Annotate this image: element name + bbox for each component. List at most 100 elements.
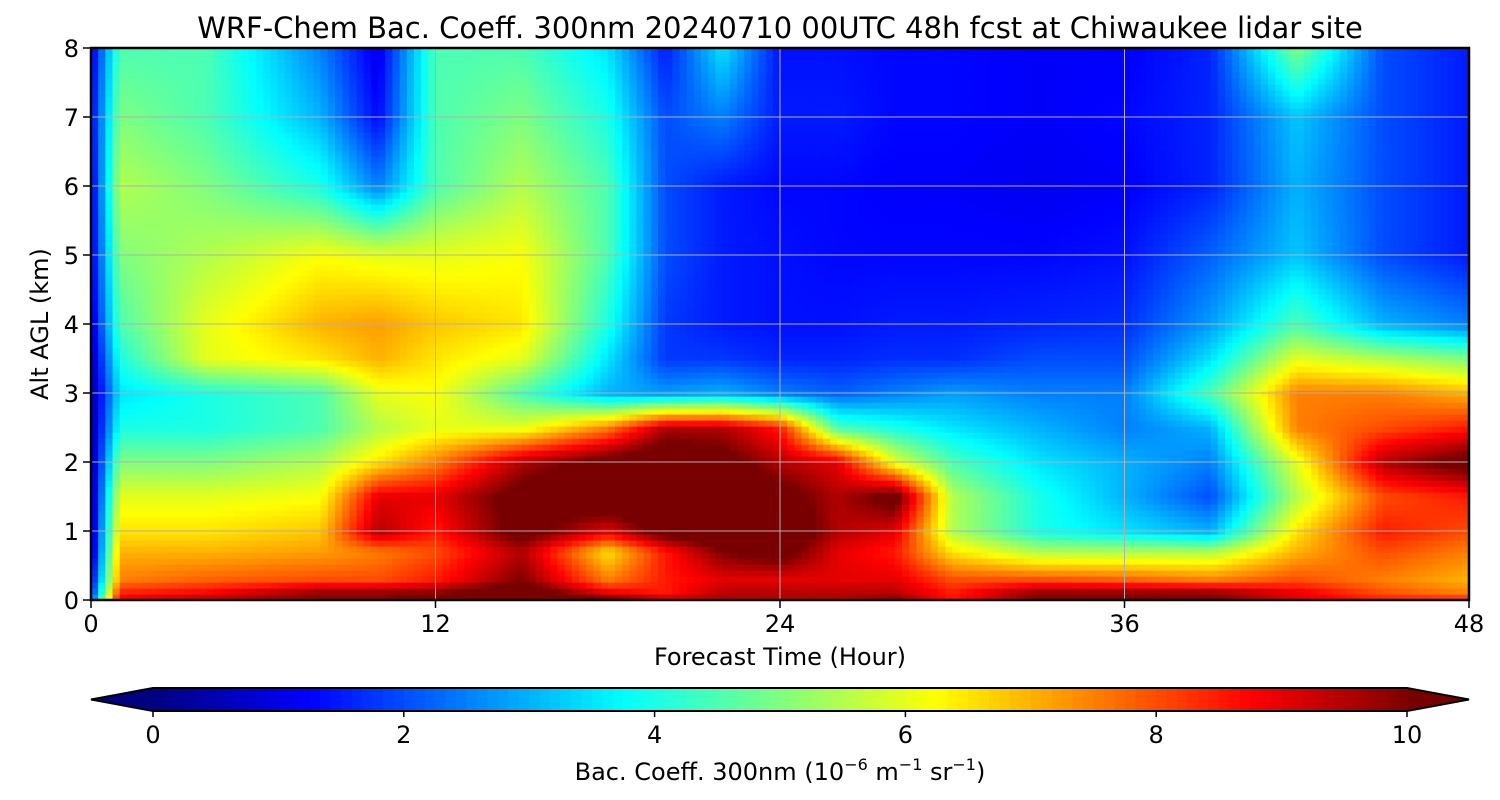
heatmap-cell [895, 540, 903, 547]
heatmap-cell [1110, 468, 1118, 475]
heatmap-cell [737, 534, 745, 541]
heatmap-cell [1074, 462, 1082, 469]
heatmap-cell [235, 582, 243, 589]
heatmap-cell [593, 486, 601, 493]
heatmap-cell [1297, 582, 1305, 589]
heatmap-cell [780, 492, 788, 499]
heatmap-cell [285, 564, 293, 571]
heatmap-cell [967, 552, 975, 559]
heatmap-cell [723, 468, 731, 475]
heatmap-cell [256, 468, 264, 475]
heatmap-cell [909, 474, 917, 481]
heatmap-cell [378, 522, 386, 529]
heatmap-cell [1325, 540, 1333, 547]
heatmap-cell [163, 564, 171, 571]
heatmap-cell [995, 546, 1003, 553]
heatmap-cell [766, 492, 774, 499]
heatmap-cell [823, 588, 831, 595]
heatmap-cell [931, 564, 939, 571]
heatmap-cell [1390, 576, 1398, 583]
heatmap-cell [959, 498, 967, 505]
heatmap-cell [938, 468, 946, 475]
heatmap-cell [464, 444, 472, 451]
heatmap-cell [830, 444, 838, 451]
heatmap-cell [263, 474, 271, 481]
heatmap-cell [292, 570, 300, 577]
heatmap-cell [780, 504, 788, 511]
heatmap-cell [902, 570, 910, 577]
heatmap-cell [708, 480, 716, 487]
heatmap-cell [177, 570, 185, 577]
heatmap-cell [715, 540, 723, 547]
heatmap-cell [249, 462, 257, 469]
heatmap-cell [1132, 546, 1140, 553]
heatmap-cell [1361, 570, 1369, 577]
heatmap-cell [902, 558, 910, 565]
heatmap-cell [1290, 492, 1298, 499]
heatmap-cell [1117, 486, 1125, 493]
heatmap-cell [1031, 522, 1039, 529]
heatmap-cell [1218, 534, 1226, 541]
heatmap-cell [529, 570, 537, 577]
heatmap-cell [371, 546, 379, 553]
heatmap-cell [249, 546, 257, 553]
heatmap-cell [1203, 480, 1211, 487]
heatmap-cell [644, 444, 652, 451]
heatmap-cell [665, 468, 673, 475]
heatmap-cell [1010, 522, 1018, 529]
heatmap-cell [737, 516, 745, 523]
heatmap-cell [629, 540, 637, 547]
heatmap-cell [823, 510, 831, 517]
heatmap-cell [751, 534, 759, 541]
heatmap-cell [1139, 492, 1147, 499]
heatmap-cell [1318, 552, 1326, 559]
heatmap-cell [1160, 444, 1168, 451]
heatmap-cell [1160, 504, 1168, 511]
heatmap-cell [1017, 576, 1025, 583]
heatmap-cell [852, 558, 860, 565]
heatmap-cell [443, 462, 451, 469]
heatmap-cell [1132, 468, 1140, 475]
heatmap-cell [802, 522, 810, 529]
heatmap-cell [809, 474, 817, 481]
heatmap-cell [206, 462, 214, 469]
heatmap-cell [249, 486, 257, 493]
heatmap-cell [880, 576, 888, 583]
heatmap-cell [436, 504, 444, 511]
heatmap-cell [1110, 534, 1118, 541]
heatmap-cell [1290, 510, 1298, 517]
heatmap-cell [278, 552, 286, 559]
heatmap-cell [113, 570, 121, 577]
heatmap-cell [1017, 558, 1025, 565]
heatmap-cell [938, 480, 946, 487]
heatmap-cell [134, 444, 142, 451]
heatmap-cell [1383, 540, 1391, 547]
heatmap-cell [507, 534, 515, 541]
heatmap-cell [148, 540, 156, 547]
heatmap-cell [701, 570, 709, 577]
heatmap-cell [1125, 468, 1133, 475]
heatmap-cell [1146, 516, 1154, 523]
heatmap-cell [988, 540, 996, 547]
heatmap-cell [952, 450, 960, 457]
heatmap-cell [1275, 480, 1283, 487]
heatmap-cell [1333, 582, 1341, 589]
heatmap-cell [629, 552, 637, 559]
heatmap-cell [98, 540, 106, 547]
heatmap-cell [1182, 582, 1190, 589]
heatmap-cell [98, 546, 106, 553]
heatmap-cell [909, 564, 917, 571]
heatmap-cell [1146, 570, 1154, 577]
heatmap-cell [816, 546, 824, 553]
heatmap-cell [931, 582, 939, 589]
heatmap-cell [1060, 516, 1068, 523]
heatmap-cell [1053, 516, 1061, 523]
heatmap-cell [414, 480, 422, 487]
heatmap-cell [550, 504, 558, 511]
heatmap-cell [931, 492, 939, 499]
heatmap-cell [1440, 582, 1448, 589]
heatmap-cell [1046, 468, 1054, 475]
heatmap-cell [471, 480, 479, 487]
heatmap-cell [751, 588, 759, 595]
heatmap-cell [945, 444, 953, 451]
